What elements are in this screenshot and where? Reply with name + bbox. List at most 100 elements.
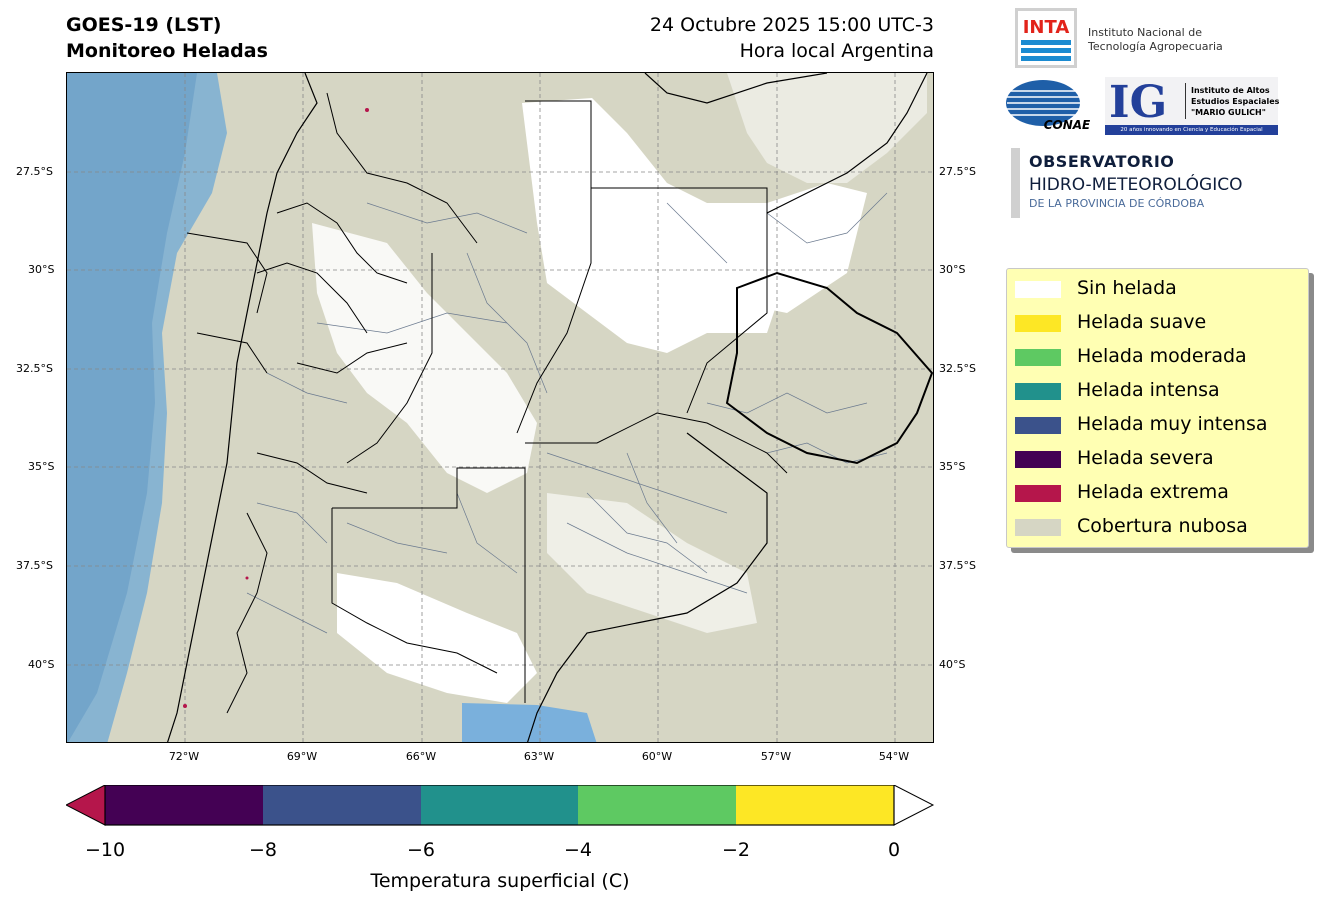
- legend-label: Helada moderada: [1077, 345, 1247, 367]
- colorbar-tick: 0: [887, 839, 901, 861]
- lat-tick: 37.5°S: [16, 559, 53, 572]
- inta-logo: INTA: [1015, 8, 1077, 68]
- legend-item: Helada suave: [1015, 308, 1307, 338]
- title-line-2: Monitoreo Heladas: [66, 40, 268, 62]
- colorbar-label: Temperatura superficial (C): [370, 870, 630, 892]
- lat-tick: 27.5°S: [939, 165, 976, 178]
- lat-tick: 37.5°S: [939, 559, 976, 572]
- legend-label: Helada muy intensa: [1077, 413, 1268, 435]
- inta-logo-text: INTA: [1023, 17, 1070, 38]
- lat-tick: 27.5°S: [16, 165, 53, 178]
- cold-surface-zone-inner: [67, 73, 197, 742]
- ig-name: Instituto de Altos Estudios Espaciales "…: [1191, 85, 1279, 118]
- conae-logo: CONAE: [1005, 79, 1091, 133]
- uruguay-border: [725, 271, 933, 465]
- colorbar-segment: [105, 785, 263, 825]
- colorbar-under-arrow: [64, 784, 106, 826]
- lon-tick: 66°W: [405, 750, 437, 763]
- colorbar-tick: −8: [248, 839, 278, 861]
- legend-item: Helada moderada: [1015, 342, 1307, 372]
- lon-tick: 54°W: [878, 750, 910, 763]
- map-datetime: 24 Octubre 2025 15:00 UTC-3 Hora local A…: [650, 12, 934, 64]
- conae-logo-text: CONAE: [1044, 118, 1091, 132]
- legend-swatch: [1015, 281, 1061, 298]
- lon-tick: 69°W: [286, 750, 318, 763]
- inta-emblem-icon: INTA: [1018, 11, 1074, 65]
- observatorio-line-1: OBSERVATORIO: [1029, 152, 1175, 171]
- extreme-frost-dot: [183, 704, 187, 708]
- ig-divider: [1185, 83, 1186, 119]
- lat-tick: 40°S: [28, 658, 55, 671]
- colorbar-tick: −2: [721, 839, 751, 861]
- observatorio-bar: [1011, 148, 1020, 218]
- legend-swatch: [1015, 417, 1061, 434]
- lon-tick: 63°W: [523, 750, 555, 763]
- ig-name-line-2: Estudios Espaciales: [1191, 97, 1280, 106]
- colorbar-segment: [578, 785, 736, 825]
- colorbar-segment: [421, 785, 578, 825]
- no-frost-region-misiones: [727, 73, 927, 183]
- frost-legend: Sin helada Helada suave Helada moderada …: [1006, 268, 1309, 548]
- legend-item: Helada muy intensa: [1015, 410, 1307, 440]
- conae-globe-icon: CONAE: [1006, 80, 1091, 132]
- colorbar-tick: −6: [406, 839, 436, 861]
- legend-label: Cobertura nubosa: [1077, 515, 1248, 537]
- legend-item: Sin helada: [1015, 274, 1307, 304]
- lon-tick: 72°W: [168, 750, 200, 763]
- inta-name-line-2: Tecnología Agropecuaria: [1088, 40, 1223, 53]
- colorbar-over-arrow: [893, 784, 935, 826]
- ig-name-line-1: Instituto de Altos: [1191, 86, 1270, 95]
- legend-swatch: [1015, 383, 1061, 400]
- no-frost-region-patagonia: [337, 573, 537, 703]
- lat-tick: 30°S: [939, 263, 966, 276]
- lat-tick: 35°S: [939, 460, 966, 473]
- legend-swatch: [1015, 315, 1061, 332]
- legend-swatch: [1015, 485, 1061, 502]
- legend-label: Helada suave: [1077, 311, 1207, 333]
- colorbar: [64, 784, 936, 831]
- lon-tick: 60°W: [641, 750, 673, 763]
- lat-tick: 30°S: [28, 263, 55, 276]
- map-canvas: [67, 73, 933, 742]
- extreme-frost-dot: [245, 576, 249, 580]
- legend-item: Helada extrema: [1015, 478, 1307, 508]
- datetime-line-2: Hora local Argentina: [739, 40, 934, 62]
- colorbar-segment: [736, 785, 894, 825]
- colorbar-graphic: [64, 784, 935, 826]
- legend-item: Helada severa: [1015, 444, 1307, 474]
- colorbar-segment: [263, 785, 421, 825]
- legend-swatch: [1015, 349, 1061, 366]
- colorbar-tick: −4: [563, 839, 593, 861]
- legend-label: Helada intensa: [1077, 379, 1220, 401]
- legend-item: Helada intensa: [1015, 376, 1307, 406]
- ig-footer: 20 años innovando en Ciencia y Educación…: [1105, 125, 1278, 135]
- observatorio-line-3: DE LA PROVINCIA DE CÓRDOBA: [1029, 197, 1205, 210]
- colorbar-tick: −10: [84, 839, 126, 861]
- no-frost-region-center: [312, 223, 537, 493]
- legend-label: Helada severa: [1077, 447, 1214, 469]
- ig-name-line-3: "MARIO GULICH": [1191, 108, 1266, 117]
- national-border: [167, 73, 928, 742]
- legend-label: Helada extrema: [1077, 481, 1229, 503]
- ig-logo-text: IG: [1109, 77, 1168, 128]
- lon-tick: 57°W: [760, 750, 792, 763]
- legend-swatch: [1015, 519, 1061, 536]
- extreme-frost-dot: [365, 108, 369, 112]
- province-boundaries: [186, 92, 788, 714]
- inta-name-line-1: Instituto Nacional de: [1088, 26, 1202, 39]
- no-frost-region-pampa: [547, 493, 757, 633]
- map-panel[interactable]: [66, 72, 934, 743]
- legend-swatch: [1015, 451, 1061, 468]
- no-frost-region-litoral: [657, 253, 787, 333]
- lat-tick: 40°S: [939, 658, 966, 671]
- ocean-cold-patch: [462, 703, 597, 742]
- lat-tick: 32.5°S: [16, 362, 53, 375]
- title-line-1: GOES-19 (LST): [66, 14, 222, 36]
- department-boundaries: [246, 192, 888, 634]
- map-title: GOES-19 (LST) Monitoreo Heladas: [66, 12, 268, 64]
- observatorio-line-2: HIDRO-METEOROLÓGICO: [1029, 175, 1243, 195]
- lat-tick: 32.5°S: [939, 362, 976, 375]
- lat-tick: 35°S: [28, 460, 55, 473]
- legend-label: Sin helada: [1077, 277, 1177, 299]
- datetime-line-1: 24 Octubre 2025 15:00 UTC-3: [649, 14, 934, 36]
